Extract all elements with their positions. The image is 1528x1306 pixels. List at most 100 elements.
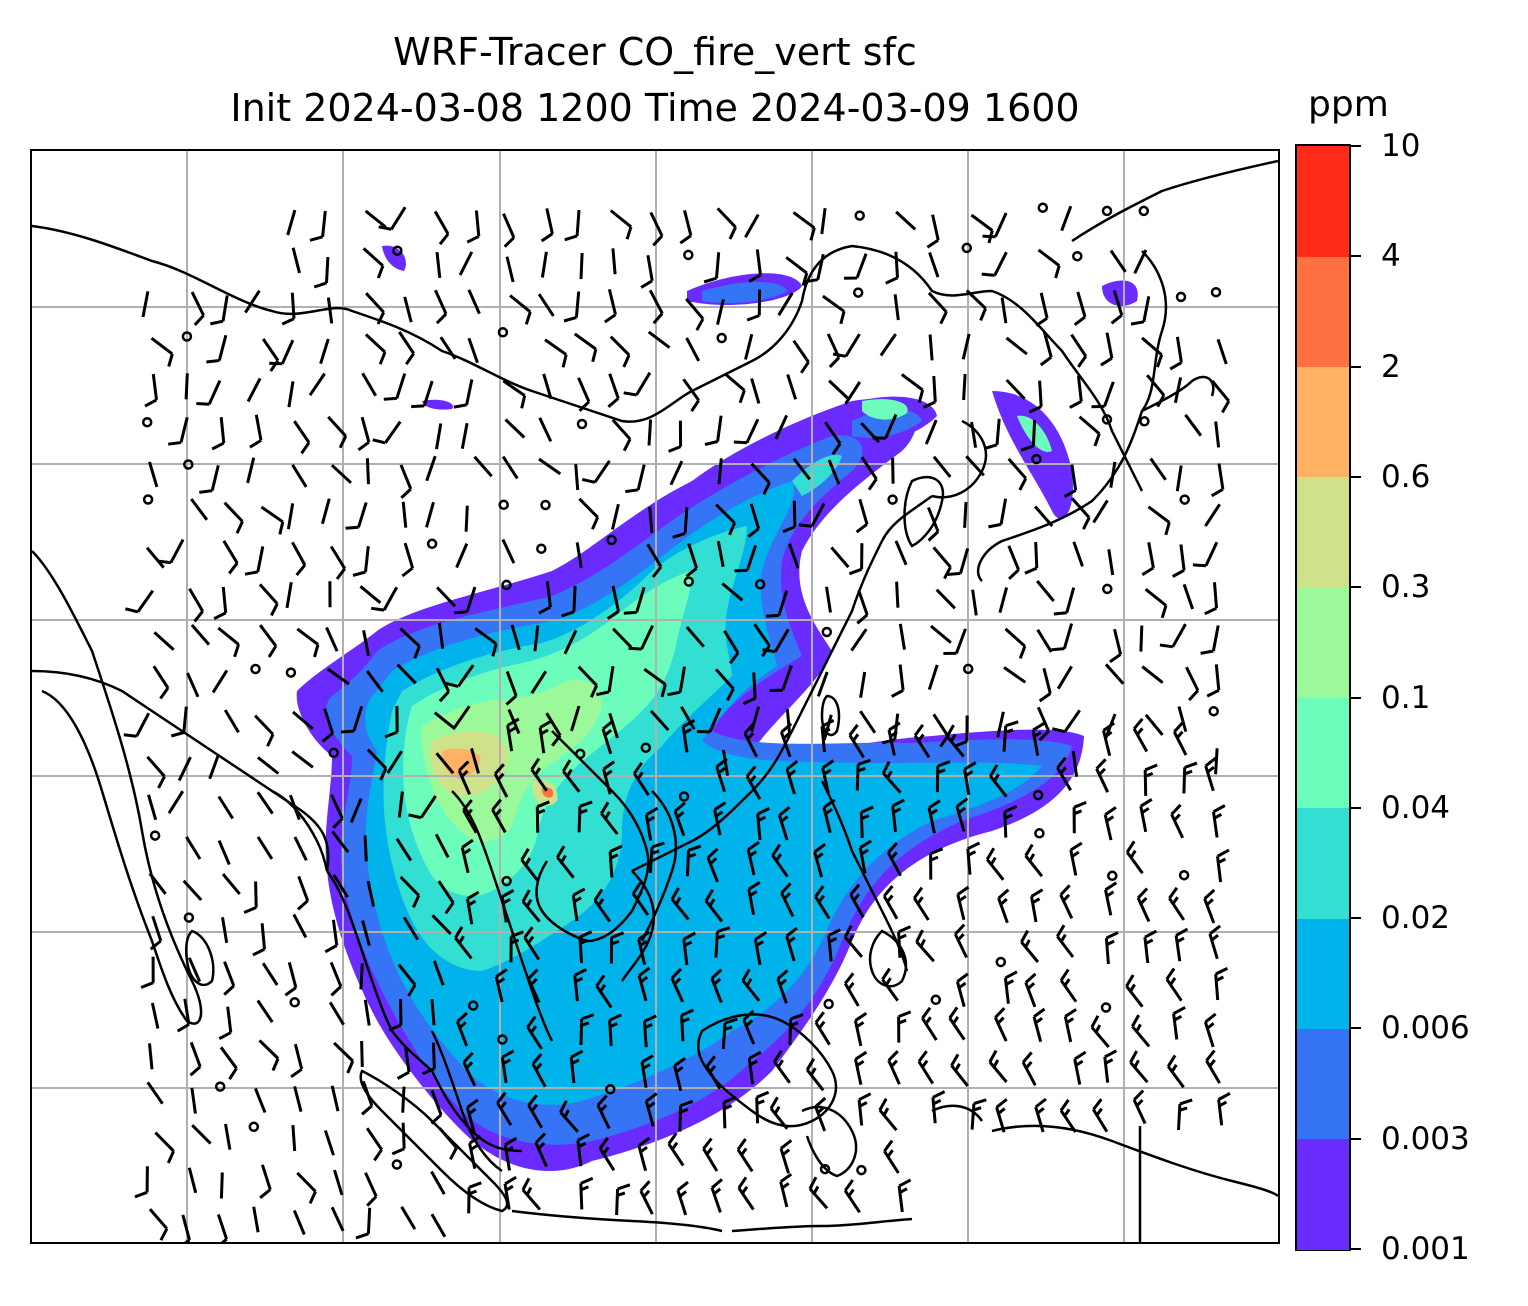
wind-barb (223, 501, 244, 534)
wind-barb (608, 844, 623, 878)
wind-barb (891, 798, 905, 832)
wind-barb (1204, 756, 1217, 792)
wind-barb (436, 586, 457, 608)
wind-barb (814, 1096, 827, 1132)
wind-barb (563, 291, 581, 323)
wind-barb (321, 708, 335, 743)
wind-barb (454, 926, 473, 960)
calm-wind-marker (1210, 286, 1222, 298)
wind-barb (500, 888, 515, 923)
wind-barb (895, 210, 917, 231)
wind-barb (747, 881, 761, 915)
calm-wind-marker (1072, 250, 1083, 262)
wind-barb (769, 1096, 789, 1130)
wind-barb (573, 332, 598, 363)
colorbar-tick-label: 4 (1381, 238, 1401, 275)
wind-barb (435, 423, 443, 450)
wind-barb (123, 712, 151, 738)
wind-barb (190, 498, 209, 521)
wind-barb (396, 1046, 411, 1080)
wind-barb (813, 843, 826, 878)
wind-barb (814, 1011, 831, 1046)
wind-barb (843, 1179, 861, 1214)
wind-barb (747, 503, 761, 538)
calm-wind-marker (392, 245, 403, 256)
wind-barb (462, 799, 478, 834)
wind-barb (844, 381, 862, 405)
wind-barb (644, 1092, 658, 1127)
wind-barb (146, 1081, 164, 1105)
wind-barb (1030, 888, 1044, 923)
wind-barb (384, 706, 399, 739)
wind-barb (649, 709, 670, 732)
wind-barb (929, 624, 952, 644)
wind-barb (365, 458, 370, 485)
wind-barb (1078, 415, 1101, 447)
wind-barb (1204, 503, 1221, 527)
wind-barb (437, 622, 445, 649)
wind-barb (1021, 1051, 1037, 1087)
wind-barb (1039, 331, 1053, 367)
wind-barb (704, 415, 723, 446)
wind-barb (1059, 884, 1074, 920)
wind-barb (293, 1086, 303, 1112)
wind-barb (710, 968, 723, 1004)
wind-barb (762, 628, 790, 654)
colorbar-step (1297, 697, 1349, 809)
wind-barb (721, 582, 744, 602)
colorbar-tick (1351, 917, 1361, 920)
wind-barb (1110, 289, 1124, 325)
colorbar-step (1297, 146, 1349, 257)
wind-barb (858, 839, 872, 874)
wind-barb (150, 1002, 160, 1029)
wind-barb (559, 1100, 579, 1133)
wind-barb (1210, 463, 1225, 498)
coastline-segment (976, 250, 1168, 582)
wind-barb (785, 256, 809, 287)
map-panel[interactable] (30, 149, 1280, 1244)
wind-barb (1059, 968, 1078, 1003)
wind-barb (562, 759, 581, 793)
wind-barb (755, 1090, 770, 1124)
map-gridlines (32, 151, 1278, 1242)
wind-barb (723, 630, 740, 665)
wind-barb (750, 378, 761, 404)
wind-barb (1070, 497, 1091, 530)
wind-barb (526, 1015, 543, 1050)
wind-barb (604, 288, 617, 324)
wind-barb (644, 806, 659, 841)
wind-barb (963, 501, 968, 528)
wind-barb (579, 1176, 594, 1210)
coastline-segment (451, 790, 554, 1042)
wind-barb (639, 1180, 654, 1215)
wind-barb (148, 872, 167, 895)
wind-barb (330, 464, 353, 484)
wind-barb (256, 836, 274, 860)
wind-barb (1035, 292, 1049, 327)
wind-barb (685, 297, 705, 331)
wind-barb (1103, 806, 1117, 841)
wind-barb (1168, 886, 1186, 921)
wind-barb (633, 762, 650, 797)
wind-barb (538, 581, 552, 615)
wind-barb (401, 1086, 406, 1113)
wind-barb (640, 254, 654, 289)
calm-wind-marker (823, 998, 834, 1010)
wind-barb (537, 293, 555, 317)
wind-barb (150, 337, 174, 367)
wind-barb (365, 1127, 383, 1162)
wind-barb (984, 418, 1001, 450)
wind-barb (885, 251, 899, 285)
wind-barb (970, 1098, 987, 1130)
wind-barb (722, 1095, 737, 1129)
wind-barb (206, 334, 228, 364)
wind-barb (822, 798, 836, 834)
wind-barb (593, 888, 612, 923)
wind-barb (510, 624, 521, 651)
wind-barb (292, 710, 314, 731)
wind-barb (647, 419, 653, 446)
wind-barb (296, 627, 320, 658)
wind-barb (1103, 1049, 1118, 1083)
colorbar-tick-label: 0.003 (1381, 1120, 1470, 1157)
wind-barb (473, 455, 493, 478)
